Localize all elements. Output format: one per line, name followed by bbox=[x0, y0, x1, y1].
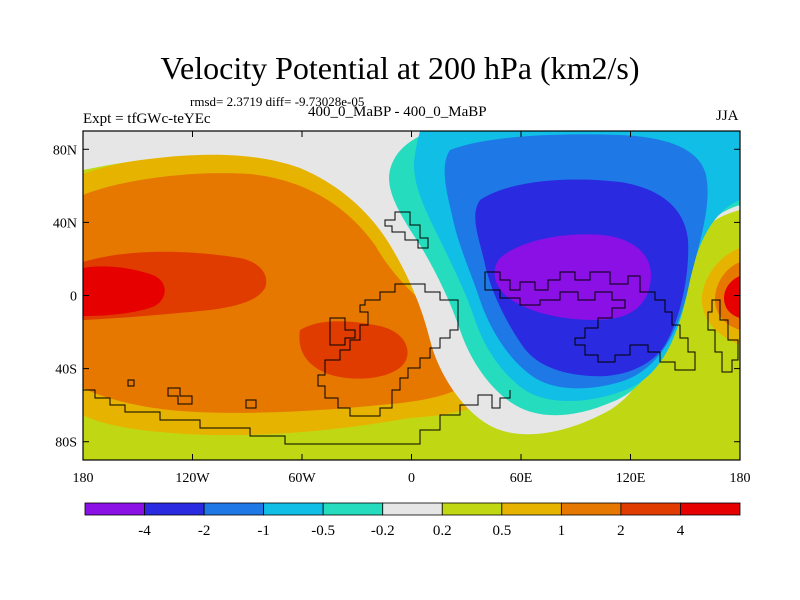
season-label: JJA bbox=[716, 108, 739, 124]
colorbar-label: -4 bbox=[138, 523, 151, 539]
y-tick-label: 80S bbox=[55, 436, 77, 451]
colorbar-label: -0.2 bbox=[371, 523, 395, 539]
difference-label: 400_0_MaBP - 400_0_MaBP bbox=[308, 104, 487, 120]
x-tick-label: 0 bbox=[408, 471, 415, 486]
field-band-2-4-south-atlantic bbox=[299, 321, 408, 379]
colorbar-swatch bbox=[382, 502, 443, 516]
colorbar-label: 2 bbox=[617, 523, 625, 539]
field-band-east-gt4 bbox=[724, 276, 740, 318]
x-tick-label: 120E bbox=[616, 471, 646, 486]
colorbar-swatch bbox=[144, 502, 205, 516]
coastline-north-america bbox=[384, 211, 429, 249]
colorbar-swatch bbox=[263, 502, 324, 516]
x-axis: 180 120W 60W 0 60E 120E 180 bbox=[73, 131, 751, 486]
colorbar-swatch bbox=[501, 502, 562, 516]
colorbar-swatch bbox=[441, 502, 503, 516]
y-tick-label: 0 bbox=[70, 290, 77, 305]
colorbar-label: -1 bbox=[257, 523, 270, 539]
colorbar-label: 4 bbox=[677, 523, 685, 539]
coastlines bbox=[83, 211, 739, 445]
colorbar-swatch bbox=[620, 502, 681, 516]
coastline-mid-south bbox=[329, 317, 356, 346]
chart-title: Velocity Potential at 200 hPa (km2/s) bbox=[160, 50, 640, 86]
colorbar-swatch bbox=[560, 502, 622, 516]
x-tick-label: 120W bbox=[175, 471, 210, 486]
coastline-asia-australia bbox=[484, 271, 696, 371]
experiment-label: Expt = tfGWc-teYEc bbox=[83, 111, 211, 127]
colorbar-label: 0.5 bbox=[492, 523, 511, 539]
colorbar: -4 -2 -1 -0.5 -0.2 0.2 0.5 1 2 4 bbox=[84, 502, 741, 539]
y-tick-label: 80N bbox=[53, 143, 77, 158]
x-tick-label: 180 bbox=[730, 471, 751, 486]
colorbar-swatch bbox=[322, 502, 384, 516]
x-tick-label: 60E bbox=[510, 471, 533, 486]
x-tick-label: 180 bbox=[73, 471, 94, 486]
coastline-south-america-africa bbox=[317, 283, 459, 417]
field-band-gt4-west bbox=[83, 266, 165, 316]
colorbar-label: -2 bbox=[198, 523, 211, 539]
stats-text: rmsd= 2.3719 diff= -9.73028e-05 bbox=[190, 94, 365, 109]
colorbar-label: -0.5 bbox=[311, 523, 335, 539]
colorbar-label: 1 bbox=[558, 523, 566, 539]
colorbar-swatch bbox=[680, 502, 741, 516]
y-tick-label: 40N bbox=[53, 216, 77, 231]
colorbar-label: 0.2 bbox=[433, 523, 452, 539]
colorbar-swatch bbox=[84, 502, 145, 516]
coastline-small-islands bbox=[127, 379, 257, 409]
y-axis: 80N 40N 0 40S 80S bbox=[53, 143, 740, 451]
coastline-east-edge bbox=[707, 299, 739, 373]
coastline-antarctica bbox=[83, 389, 511, 445]
y-tick-label: 40S bbox=[55, 363, 77, 378]
colorbar-swatch bbox=[203, 502, 265, 516]
x-tick-label: 60W bbox=[288, 471, 316, 486]
map-field bbox=[83, 131, 740, 460]
